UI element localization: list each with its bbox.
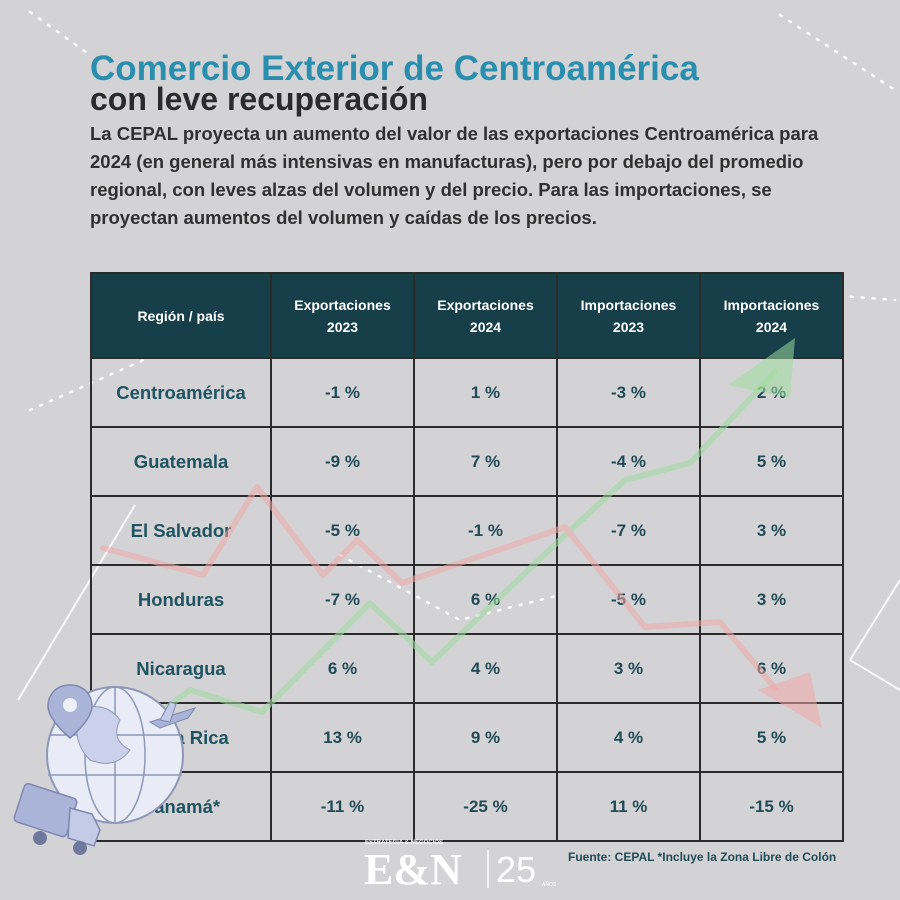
table-row: Centroamérica -1 % 1 % -3 % 2 % (90, 357, 844, 428)
value-cell: 4 % (413, 633, 558, 704)
title: Comercio Exterior de Centroamérica (90, 49, 699, 88)
table-row: Honduras -7 % 6 % -5 % 3 % (90, 564, 844, 635)
country-cell: El Salvador (90, 495, 272, 566)
value-cell: -9 % (270, 426, 415, 497)
dotted-line-top-right (778, 13, 897, 92)
thin-line-right2 (849, 659, 900, 691)
logo-anniversary-suffix: AÑOS (542, 881, 557, 888)
value-cell: -4 % (556, 426, 701, 497)
logo-anniversary: 25 (496, 849, 536, 890)
country-cell: Guatemala (90, 426, 272, 497)
value-cell: -7 % (270, 564, 415, 635)
value-cell: 4 % (556, 702, 701, 773)
logo-tagline: ESTRATEGIA & NEGOCIOS (365, 840, 443, 846)
value-cell: -7 % (556, 495, 701, 566)
value-cell: -11 % (270, 771, 415, 842)
value-cell: 13 % (270, 702, 415, 773)
table-row: Nicaragua 6 % 4 % 3 % 6 % (90, 633, 844, 704)
value-cell: 1 % (413, 357, 558, 428)
header-exports-2023: Exportaciones 2023 (270, 272, 415, 359)
value-cell: -5 % (270, 495, 415, 566)
value-cell: 5 % (699, 702, 844, 773)
truck-icon (13, 782, 101, 855)
table-row: Guatemala -9 % 7 % -4 % 5 % (90, 426, 844, 497)
brand-logo: ESTRATEGIA & NEGOCIOS E&N 25 AÑOS (364, 840, 557, 893)
table-row: El Salvador -5 % -1 % -7 % 3 % (90, 495, 844, 566)
header-exports-2024: Exportaciones 2024 (413, 272, 558, 359)
value-cell: 9 % (413, 702, 558, 773)
value-cell: -1 % (270, 357, 415, 428)
header-region: Región / país (90, 272, 272, 359)
dotted-line-left (28, 298, 282, 412)
value-cell: 2 % (699, 357, 844, 428)
trade-table: Región / país Exportaciones 2023 Exportac… (90, 272, 844, 842)
value-cell: 3 % (556, 633, 701, 704)
header-imports-2024: Importaciones 2024 (699, 272, 844, 359)
dotted-line-top-left (28, 10, 92, 57)
table-row: Panamá* -11 % -25 % 11 % -15 % (90, 771, 844, 842)
intro-paragraph: La CEPAL proyecta un aumento del valor d… (90, 123, 819, 228)
table-row: Costa Rica 13 % 9 % 4 % 5 % (90, 702, 844, 773)
value-cell: 6 % (270, 633, 415, 704)
thin-line-right (849, 579, 900, 661)
value-cell: 6 % (699, 633, 844, 704)
logistics-illustration (13, 684, 197, 855)
value-cell: -1 % (413, 495, 558, 566)
subtitle: con leve recuperación (90, 81, 428, 117)
country-cell: Honduras (90, 564, 272, 635)
value-cell: -25 % (413, 771, 558, 842)
value-cell: -5 % (556, 564, 701, 635)
table-header-row: Región / país Exportaciones 2023 Exportac… (90, 272, 844, 359)
value-cell: 3 % (699, 564, 844, 635)
value-cell: -15 % (699, 771, 844, 842)
value-cell: -3 % (556, 357, 701, 428)
value-cell: 6 % (413, 564, 558, 635)
source-note: Fuente: CEPAL *Incluye la Zona Libre de … (568, 850, 837, 864)
country-cell: Centroamérica (90, 357, 272, 428)
value-cell: 7 % (413, 426, 558, 497)
value-cell: 11 % (556, 771, 701, 842)
logo-brand: E&N (364, 845, 462, 893)
location-pin-icon (47, 684, 93, 739)
value-cell: 5 % (699, 426, 844, 497)
header-imports-2023: Importaciones 2023 (556, 272, 701, 359)
value-cell: 3 % (699, 495, 844, 566)
